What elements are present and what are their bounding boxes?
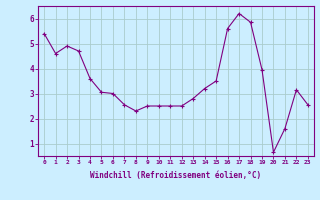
X-axis label: Windchill (Refroidissement éolien,°C): Windchill (Refroidissement éolien,°C) [91,171,261,180]
